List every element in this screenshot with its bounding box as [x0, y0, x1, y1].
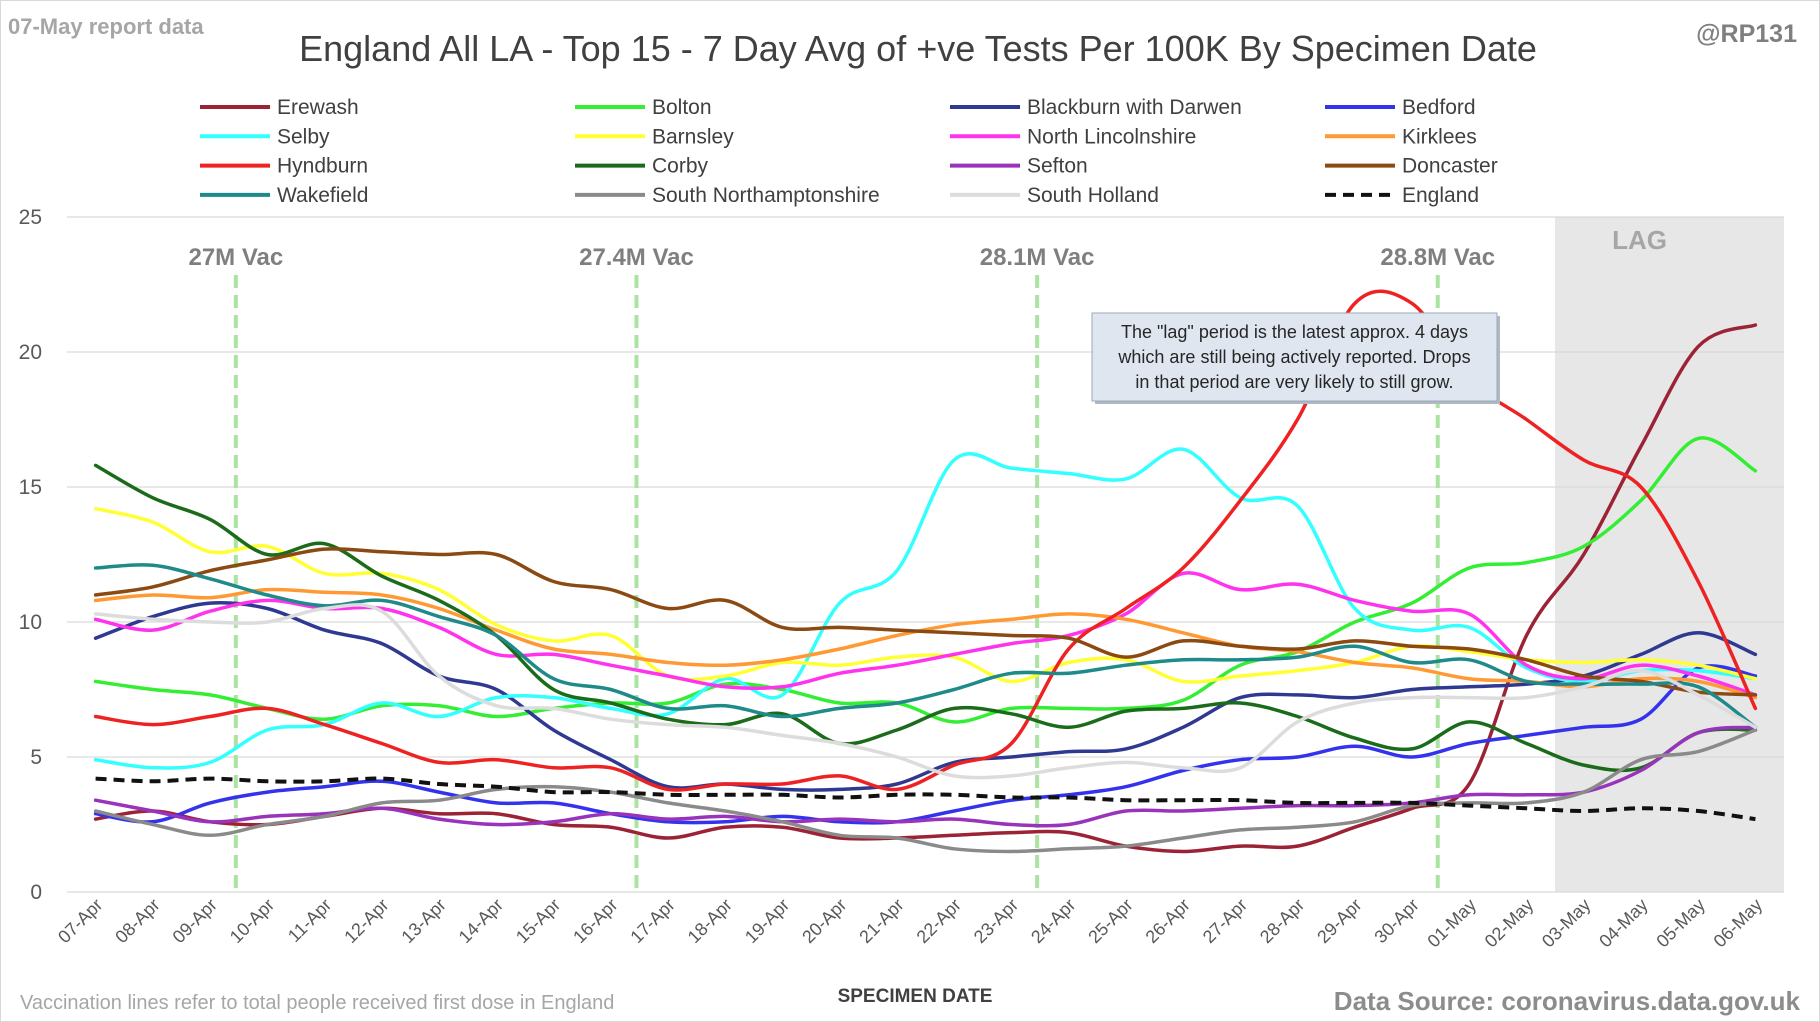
callout-text: in that period are very likely to still … — [1135, 372, 1453, 392]
legend-label: Bedford — [1402, 96, 1476, 119]
series-line-sefton — [93, 725, 1758, 828]
x-tick-label: 22-Apr — [913, 895, 965, 947]
x-tick-label: 08-Apr — [111, 895, 163, 947]
x-tick-label: 14-Apr — [455, 895, 507, 947]
vaccination-label: 27.4M Vac — [579, 244, 694, 271]
legend-label: Sefton — [1027, 155, 1088, 178]
x-tick-label: 09-Apr — [169, 895, 221, 947]
x-tick-label: 07-Apr — [54, 895, 106, 947]
author-handle: @RP131 — [1696, 20, 1797, 48]
x-tick-label: 27-Apr — [1199, 895, 1251, 947]
x-tick-label: 03-May — [1538, 895, 1595, 952]
legend-label: Bolton — [652, 96, 712, 119]
report-date-label: 07-May report data — [8, 14, 204, 39]
legend-label: Erewash — [277, 96, 359, 119]
series-line-blackburn-with-darwen — [93, 601, 1758, 792]
legend-label: Wakefield — [277, 184, 368, 207]
x-tick-label: 15-Apr — [512, 895, 564, 947]
x-tick-label: 18-Apr — [684, 895, 736, 947]
legend-label: North Lincolnshire — [1027, 125, 1196, 148]
vaccination-footnote: Vaccination lines refer to total people … — [20, 992, 614, 1014]
series-line-wakefield — [93, 563, 1758, 730]
lag-label: LAG — [1612, 225, 1667, 255]
series-line-england — [95, 776, 1756, 822]
y-tick-label: 20 — [19, 341, 42, 364]
x-tick-label: 06-May — [1710, 895, 1767, 952]
x-tick-label: 05-May — [1652, 895, 1709, 952]
legend-label: Doncaster — [1402, 155, 1498, 178]
x-tick-label: 30-Apr — [1370, 895, 1422, 947]
x-tick-label: 16-Apr — [569, 895, 621, 947]
legend-label: South Holland — [1027, 184, 1159, 207]
chart-title: England All LA - Top 15 - 7 Day Avg of +… — [299, 28, 1537, 69]
x-axis-title: SPECIMEN DATE — [838, 986, 993, 1007]
x-tick-label: 20-Apr — [798, 895, 850, 947]
legend-label: Kirklees — [1402, 125, 1477, 148]
legend-label: Barnsley — [652, 125, 734, 148]
x-tick-label: 04-May — [1595, 895, 1652, 952]
series-line-barnsley — [93, 506, 1758, 684]
series-line-north-lincolnshire — [93, 571, 1758, 697]
x-tick-label: 17-Apr — [626, 895, 678, 947]
series-line-doncaster — [93, 547, 1758, 697]
y-tick-label: 10 — [19, 611, 42, 634]
series-line-hyndburn — [93, 289, 1758, 792]
vaccination-label: 28.1M Vac — [980, 244, 1095, 271]
vaccination-label: 28.8M Vac — [1380, 244, 1495, 271]
vaccination-label: 27M Vac — [188, 244, 283, 271]
x-tick-label: 02-May — [1481, 895, 1538, 952]
x-tick-label: 12-Apr — [340, 895, 392, 947]
legend-label: Blackburn with Darwen — [1027, 96, 1242, 119]
y-tick-label: 25 — [19, 206, 42, 229]
x-tick-label: 13-Apr — [397, 895, 449, 947]
callout-text: which are still being actively reported.… — [1117, 347, 1470, 367]
x-tick-label: 24-Apr — [1027, 895, 1079, 947]
series-line-corby — [93, 463, 1758, 773]
legend-label: Corby — [652, 155, 709, 178]
legend-label: South Northamptonshire — [652, 184, 880, 207]
callout-text: The "lag" period is the latest approx. 4… — [1121, 322, 1468, 342]
series-line-south-northamptonshire — [93, 728, 1758, 854]
series-line-south-holland — [93, 603, 1758, 780]
y-tick-label: 15 — [19, 476, 42, 499]
legend-label: England — [1402, 184, 1479, 207]
x-tick-label: 19-Apr — [741, 895, 793, 947]
series-line-bedford — [93, 664, 1758, 825]
y-tick-label: 0 — [30, 881, 42, 904]
lag-period-shade — [1555, 217, 1784, 892]
x-tick-label: 25-Apr — [1084, 895, 1136, 947]
x-tick-label: 11-Apr — [284, 895, 335, 946]
callout-box — [1091, 312, 1498, 402]
legend-label: Selby — [277, 125, 330, 148]
x-tick-label: 29-Apr — [1313, 895, 1365, 947]
x-tick-label: 10-Apr — [226, 895, 278, 947]
y-tick-label: 5 — [30, 746, 42, 769]
series-line-kirklees — [93, 587, 1758, 700]
x-tick-label: 23-Apr — [970, 895, 1022, 947]
x-tick-label: 01-May — [1423, 895, 1480, 952]
data-source: Data Source: coronavirus.data.gov.uk — [1334, 986, 1801, 1016]
legend-label: Hyndburn — [277, 155, 368, 178]
series-line-selby — [93, 447, 1758, 770]
series-line-bolton — [93, 436, 1758, 724]
x-tick-label: 28-Apr — [1256, 895, 1308, 947]
x-tick-label: 26-Apr — [1142, 895, 1194, 947]
x-tick-label: 21-Apr — [855, 895, 907, 947]
